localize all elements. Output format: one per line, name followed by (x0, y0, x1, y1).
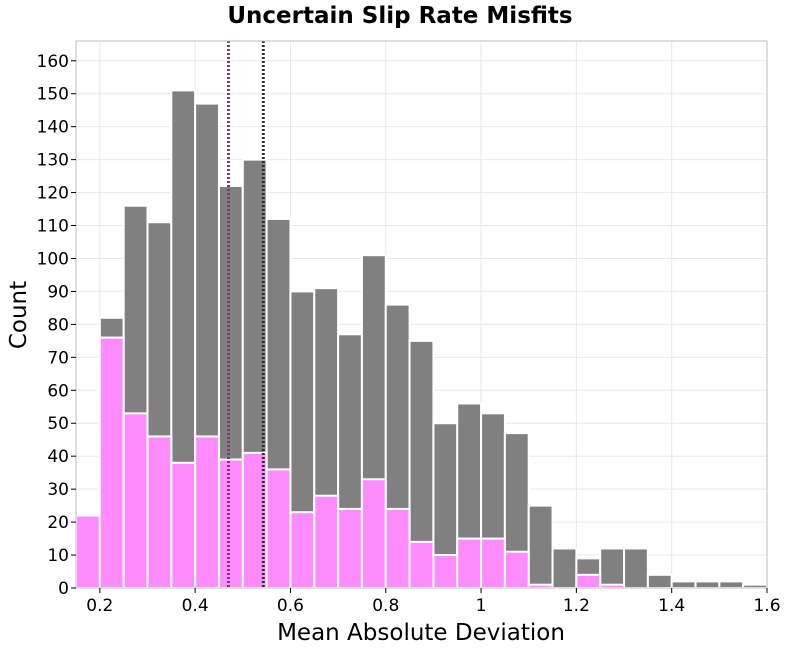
x-axis-label: Mean Absolute Deviation (277, 620, 565, 646)
bar-series-2 (289, 511, 316, 589)
y-tick-label: 60 (47, 381, 69, 401)
y-tick-label: 90 (47, 282, 69, 302)
x-axis-ticks: 0.2 0.4 0.6 0.8 1 1.2 1.4 1.6 (86, 588, 781, 616)
bar-series-2 (313, 494, 340, 590)
y-tick-label: 120 (37, 184, 69, 204)
bar-series-2 (194, 435, 220, 589)
y-tick-label: 20 (47, 513, 69, 533)
bar-series-2 (503, 550, 530, 589)
y-tick-label: 0 (58, 579, 69, 599)
y-tick-label: 50 (47, 414, 69, 434)
y-tick-label: 140 (37, 118, 69, 138)
x-tick-label: 0.6 (277, 596, 304, 616)
y-tick-label: 70 (47, 348, 69, 368)
y-tick-label: 160 (37, 52, 69, 72)
x-tick-label: 0.4 (182, 596, 209, 616)
y-tick-label: 130 (37, 151, 69, 171)
bar-series-2 (575, 573, 602, 589)
bar-series-1 (670, 580, 697, 590)
bar-series-1 (599, 547, 626, 589)
plot-frame (75, 40, 768, 589)
y-tick-label: 30 (47, 480, 69, 500)
bar-series-2 (480, 537, 506, 589)
x-tick-label: 0.2 (86, 596, 113, 616)
y-tick-label: 80 (47, 315, 69, 335)
bar-series-1 (623, 547, 649, 589)
bar-series-2 (456, 537, 483, 589)
bar-series-2 (432, 554, 459, 590)
bar-series-1 (527, 504, 554, 589)
bar-series-2 (170, 461, 197, 590)
y-tick-label: 110 (37, 217, 69, 237)
bar-series-2 (146, 435, 173, 589)
chart-title: Uncertain Slip Rate Misfits (227, 3, 572, 29)
bar-series-2 (360, 478, 387, 589)
reference-lines (226, 41, 265, 588)
y-tick-label: 100 (37, 249, 69, 269)
bar-series-2 (75, 514, 101, 590)
y-tick-label: 10 (47, 546, 69, 566)
bar-series-2 (337, 507, 363, 589)
x-tick-label: 1.2 (563, 596, 590, 616)
bar-series-1 (551, 547, 578, 589)
bars (75, 89, 769, 590)
bar-series-2 (384, 507, 411, 589)
x-tick-label: 1.4 (658, 596, 685, 616)
bar-series-2 (408, 540, 435, 590)
bar-series-1 (694, 580, 721, 590)
y-axis-label: Count (6, 281, 32, 349)
y-tick-label: 40 (47, 447, 69, 467)
bar-series-2 (265, 468, 292, 590)
bar-series-2 (217, 458, 244, 589)
x-tick-label: 1 (476, 596, 487, 616)
y-tick-label: 150 (37, 85, 69, 105)
x-tick-label: 1.6 (753, 596, 780, 616)
y-axis-ticks: 0 10 20 30 40 50 60 70 80 90 100 110 120 130 140 150 160 (37, 52, 76, 599)
bar-series-1 (646, 573, 673, 589)
bar-series-1 (718, 580, 745, 590)
x-tick-label: 0.8 (372, 596, 399, 616)
bar-series-2 (98, 336, 125, 589)
bar-series-2 (122, 412, 149, 589)
